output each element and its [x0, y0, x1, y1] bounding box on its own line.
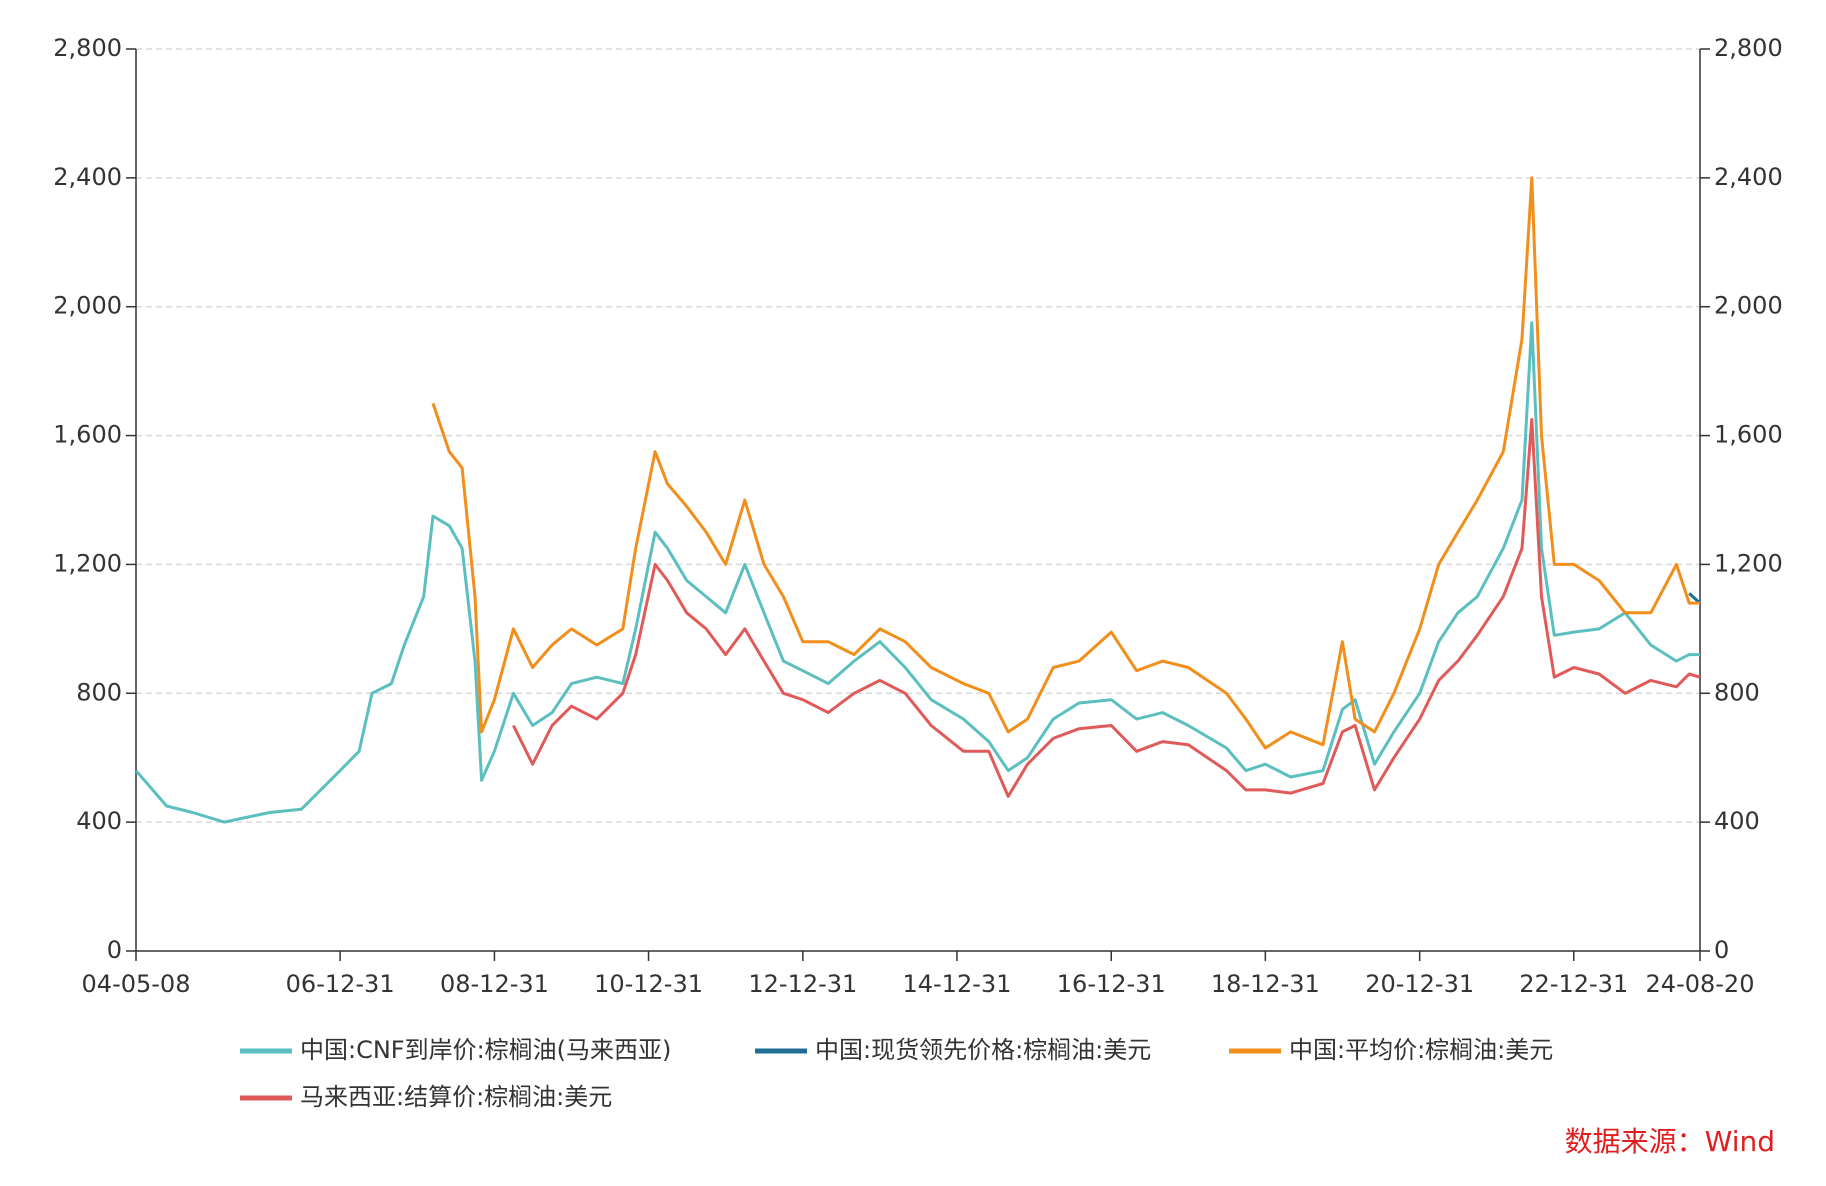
legend-label: 中国:现货领先价格:棕榈油:美元: [815, 1036, 1151, 1064]
y2-tick-label: 1,200: [1714, 549, 1783, 577]
x-tick-label: 14-12-31: [902, 970, 1011, 998]
y2-tick-label: 1,600: [1714, 421, 1783, 449]
y-tick-label: 2,800: [53, 34, 122, 62]
y-tick-label: 0: [107, 936, 122, 964]
x-tick-label: 06-12-31: [286, 970, 395, 998]
y-tick-label: 400: [76, 807, 122, 835]
y-tick-label: 800: [76, 678, 122, 706]
x-tick-label: 12-12-31: [748, 970, 857, 998]
series-line: [1688, 592, 1702, 605]
legend-label: 中国:平均价:棕榈油:美元: [1289, 1036, 1553, 1064]
source-note: 数据来源：Wind: [1565, 1125, 1775, 1158]
x-tick-label: 16-12-31: [1057, 970, 1166, 998]
series-line: [512, 418, 1701, 798]
y-tick-label: 1,600: [53, 421, 122, 449]
x-tick-label: 18-12-31: [1211, 970, 1320, 998]
x-tick-label: 24-08-20: [1646, 970, 1755, 998]
x-tick-label: 08-12-31: [440, 970, 549, 998]
y2-tick-label: 800: [1714, 678, 1760, 706]
y-tick-label: 2,000: [53, 292, 122, 320]
x-tick-label: 20-12-31: [1365, 970, 1474, 998]
series-line: [431, 176, 1700, 750]
legend-label: 马来西亚:结算价:棕榈油:美元: [300, 1083, 612, 1111]
y2-tick-label: 400: [1714, 807, 1760, 835]
y2-tick-label: 0: [1714, 936, 1729, 964]
y2-tick-label: 2,800: [1714, 34, 1783, 62]
y-tick-label: 2,400: [53, 163, 122, 191]
legend-label: 中国:CNF到岸价:棕榈油(马来西亚): [300, 1036, 671, 1064]
y2-tick-label: 2,400: [1714, 163, 1783, 191]
x-tick-label: 22-12-31: [1519, 970, 1628, 998]
y2-tick-label: 2,000: [1714, 292, 1783, 320]
x-tick-label: 10-12-31: [594, 970, 703, 998]
x-tick-label: 04-05-08: [82, 970, 191, 998]
series-line: [134, 321, 1700, 824]
y-tick-label: 1,200: [53, 549, 122, 577]
